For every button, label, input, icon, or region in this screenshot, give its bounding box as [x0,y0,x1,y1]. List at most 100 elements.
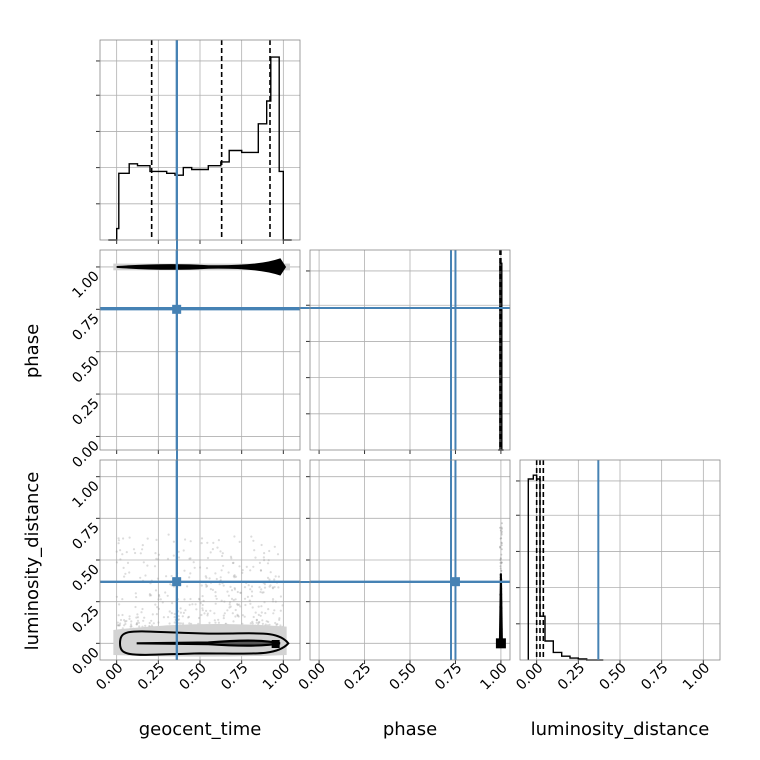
sample-point [250,590,254,593]
sample-point [205,576,208,579]
sample-point [500,532,503,534]
sample-point [198,616,201,620]
sample-point [115,550,118,553]
sample-point [117,614,120,617]
sample-point [154,603,157,606]
sample-point [179,611,182,614]
sample-point [500,553,503,556]
sample-point [217,618,220,621]
ytick-label-phase-3: 0.75 [69,311,102,344]
sample-point [232,575,235,578]
contour-2d-phase-vs-geocent_time [116,258,287,276]
sample-point [188,622,191,625]
sample-point [186,585,189,588]
sample-point [268,549,271,553]
sample-point [177,622,180,625]
sample-point [118,603,121,606]
sample-point [117,542,120,545]
sample-point [189,572,192,575]
panel-frame-hist-geocent_time [99,39,301,241]
sample-point [231,612,234,615]
ytick-label-phase-1: 0.25 [69,395,102,428]
sample-point [273,578,276,581]
sample-point [213,619,216,622]
xtick-label-geocent_time-2: 0.50 [177,660,210,693]
sample-point [244,603,247,607]
sample-point [169,583,172,586]
sample-point [155,557,158,561]
sample-point [138,625,141,628]
sample-point [123,624,126,627]
sample-point [183,569,186,572]
sample-point [254,611,257,614]
sample-point [237,615,240,618]
sample-point [252,615,255,619]
sample-point [201,607,204,610]
sample-point [269,584,272,587]
sample-point [221,554,224,558]
ytick-label-luminosity_distance-4: 1.00 [69,478,102,511]
sample-point [273,545,276,548]
sample-point [276,553,280,556]
sample-point [212,541,215,545]
sample-point [263,601,266,604]
xtick-label-phase-0: 0.00 [296,660,329,693]
sample-point [177,615,180,618]
sample-point [155,538,158,542]
xtick-label-luminosity_distance-4: 1.00 [680,660,713,693]
sample-point [188,576,191,579]
sample-point [124,572,127,575]
sample-point [499,545,501,548]
sample-point [261,591,264,594]
ytick-label-luminosity_distance-1: 0.25 [69,603,102,636]
sample-point [250,535,253,538]
sample-point [121,613,124,617]
sample-point [276,623,279,626]
sample-point [261,622,264,625]
sample-point [150,619,153,622]
sample-point [500,530,503,533]
sample-point [241,614,244,617]
sample-point [234,615,237,618]
sample-point [220,569,223,572]
sample-point [144,624,147,627]
sample-point [249,569,252,572]
sample-point [220,599,223,602]
sample-point [158,593,161,597]
sample-point [234,575,238,578]
sample-point [499,567,502,570]
sample-point [252,539,255,542]
sample-point [248,599,251,602]
sample-point [217,539,220,542]
sample-point [117,537,120,540]
sample-point [241,569,244,572]
sample-point [278,618,281,622]
sample-point [179,607,182,610]
sample-point [274,621,277,625]
sample-point [255,619,258,622]
sample-point [205,609,208,613]
sample-point [214,591,217,594]
sample-point [227,571,230,574]
grid-layer [96,40,720,664]
sample-point [257,605,260,608]
sample-point [268,623,271,626]
sample-point [123,575,126,578]
sample-point [141,544,144,547]
sample-point [139,576,142,579]
sample-point [168,622,171,625]
sample-point [195,608,198,611]
sample-point [219,550,222,553]
sample-point [255,621,258,624]
xlabel-geocent_time: geocent_time [139,719,262,740]
sample-point [281,604,284,607]
sample-point [130,625,133,628]
sample-point [271,600,275,603]
sample-point [116,621,119,624]
sample-point [151,613,154,616]
sample-point [177,556,181,559]
sample-point [130,623,133,626]
sample-point [262,591,265,594]
sample-point [250,595,254,598]
